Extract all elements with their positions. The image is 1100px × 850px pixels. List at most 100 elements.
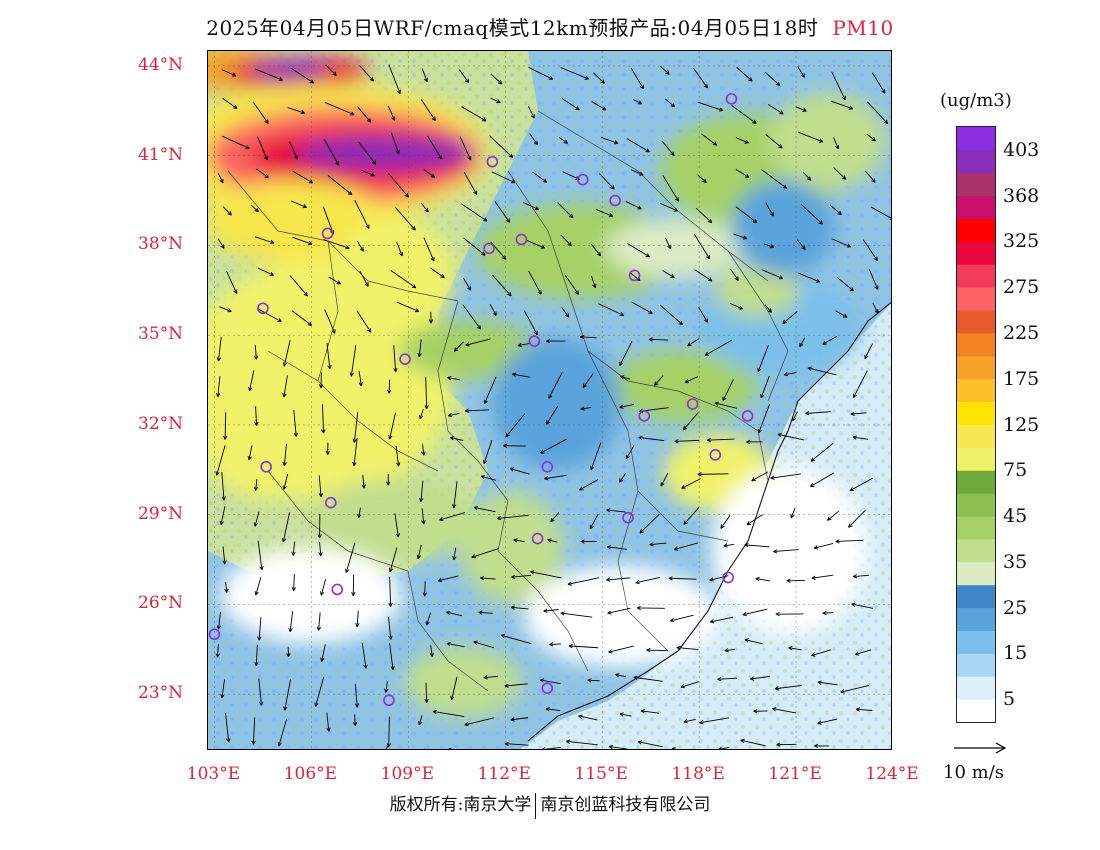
wind-arrow	[250, 204, 259, 213]
wind-arrow	[314, 676, 325, 707]
legend-swatch	[957, 355, 995, 380]
wind-arrow	[871, 72, 886, 94]
wind-arrow	[419, 480, 424, 503]
latitude-label: 29°N	[138, 503, 184, 524]
wind-arrow	[320, 578, 326, 596]
wind-arrow	[772, 707, 796, 714]
wind-arrow	[850, 411, 867, 416]
wind-arrow	[740, 738, 766, 747]
wind-arrow	[615, 673, 627, 678]
wind-arrow	[854, 649, 872, 656]
wind-arrow	[393, 345, 398, 373]
wind-arrow	[216, 611, 222, 630]
city-station-marker	[722, 571, 735, 584]
wind-arrow	[483, 376, 497, 405]
wind-arrow	[252, 101, 269, 124]
legend-swatch	[957, 401, 995, 425]
city-station-marker	[638, 410, 651, 422]
wind-arrow	[546, 405, 559, 425]
wind-arrow	[361, 642, 368, 669]
wind-arrow	[221, 472, 226, 501]
wind-arrow	[292, 170, 314, 184]
wind-arrow	[736, 66, 753, 82]
wind-arrow	[580, 334, 597, 340]
wind-arrow	[699, 717, 730, 725]
wind-arrow	[473, 505, 496, 513]
wind-arrow	[735, 169, 750, 178]
wind-arrow	[420, 202, 429, 213]
wind-arrow	[757, 404, 770, 434]
wind-arrow	[865, 170, 876, 183]
wind-arrow	[480, 576, 496, 581]
wind-arrow	[632, 98, 643, 105]
wind-arrow	[352, 714, 358, 727]
wind-arrow	[782, 311, 798, 325]
legend-swatch	[957, 676, 995, 700]
legend-swatch	[957, 630, 995, 654]
wind-arrow	[324, 101, 355, 116]
wind-arrow	[833, 137, 840, 150]
wind-arrow	[560, 234, 572, 247]
wind-arrow	[257, 617, 262, 641]
wind-arrow	[291, 541, 296, 556]
wind-arrow	[744, 543, 770, 548]
wind-arrow	[326, 712, 331, 732]
legend-swatch	[957, 653, 995, 677]
wind-arrow	[421, 68, 428, 83]
wind-arrow	[282, 443, 287, 467]
legend-value-label: 403	[1003, 138, 1040, 161]
wind-arrow	[388, 64, 401, 95]
concentration-zone	[405, 646, 522, 719]
wind-arrow	[761, 169, 788, 189]
wind-arrow	[561, 98, 580, 111]
wind-arrow	[802, 171, 812, 181]
wind-arrow	[765, 72, 781, 87]
city-station-marker	[208, 628, 221, 641]
wind-arrow	[217, 238, 225, 249]
wind-arrow	[630, 67, 645, 90]
wind-arrow	[461, 203, 488, 222]
copyright-footer: 版权所有:南京大学 南京创蓝科技有限公司	[0, 790, 1100, 819]
longitude-label: 118°E	[671, 764, 725, 784]
wind-arrow	[254, 406, 259, 426]
wind-arrow	[226, 270, 238, 294]
concentration-zone	[337, 215, 454, 336]
wind-arrow	[776, 742, 797, 747]
wind-arrow	[661, 140, 675, 156]
wind-arrow	[811, 574, 834, 580]
longitude-label: 103°E	[186, 764, 241, 784]
forecast-map	[207, 50, 892, 750]
wind-arrow	[356, 240, 364, 252]
wind-arrow	[289, 275, 309, 297]
legend-swatch	[957, 607, 995, 631]
legend-swatch	[957, 561, 995, 586]
wind-arrow	[799, 337, 806, 348]
footer-separator	[535, 792, 537, 819]
legend-swatch	[957, 218, 995, 242]
wind-arrow	[222, 135, 250, 150]
wind-arrow	[636, 605, 665, 611]
wind-arrow	[735, 206, 758, 224]
wind-arrow	[764, 304, 772, 313]
wind-arrow	[798, 131, 824, 143]
wind-arrow	[744, 638, 763, 645]
wind-arrow	[606, 508, 626, 513]
wind-arrow	[386, 473, 391, 486]
wind-arrow	[452, 481, 458, 509]
wind-arrow	[757, 345, 769, 373]
city-station-marker	[324, 496, 337, 509]
wind-arrow	[631, 301, 653, 314]
wind-arrow	[870, 206, 891, 220]
color-legend	[956, 126, 996, 723]
wind-arrow	[698, 306, 709, 323]
wind-arrow	[282, 375, 288, 398]
wind-arrow	[390, 270, 417, 289]
wind-arrow	[258, 678, 264, 706]
wind-arrow	[811, 649, 831, 657]
wind-arrow	[774, 685, 802, 691]
city-station-marker	[622, 511, 634, 524]
wind-arrow	[530, 570, 562, 579]
wind-arrow	[500, 634, 532, 645]
wind-arrow	[286, 646, 291, 658]
wind-arrow	[545, 707, 561, 712]
